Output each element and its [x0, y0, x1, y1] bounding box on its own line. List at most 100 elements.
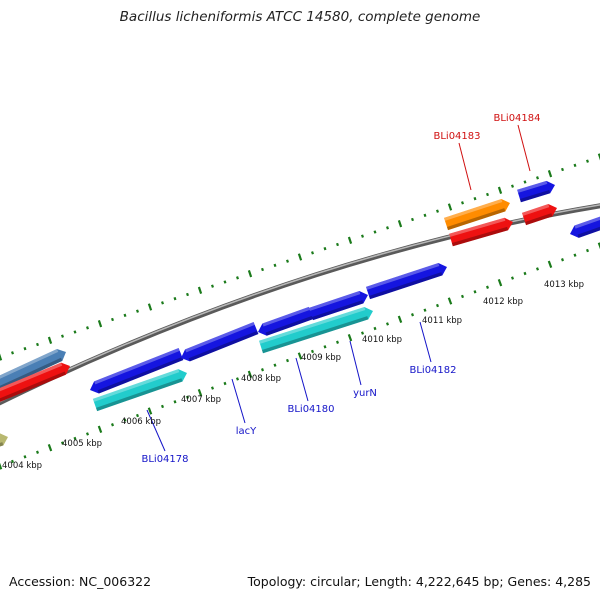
outer-tick — [147, 303, 153, 311]
inner-tick — [423, 308, 427, 312]
inner-tick — [460, 294, 465, 299]
tick-label: 4012 kbp — [483, 297, 523, 307]
outer-tick — [361, 234, 364, 238]
inner-tick — [360, 331, 365, 335]
outer-tick — [197, 286, 203, 295]
outer-tick — [0, 353, 3, 361]
outer-tick — [347, 236, 353, 245]
inner-tick — [597, 242, 600, 250]
gene-leader-line — [146, 409, 166, 452]
inner-tick — [197, 389, 203, 397]
inner-tick — [235, 377, 240, 381]
inner-tick — [485, 285, 490, 289]
gene-leader-line — [458, 142, 472, 191]
gene-label: BLi04182 — [409, 365, 456, 376]
inner-tick — [397, 315, 403, 323]
outer-tick — [123, 313, 127, 318]
outer-tick — [223, 280, 227, 284]
outer-tick — [23, 346, 27, 351]
inner-tick — [310, 349, 315, 354]
gene-feature — [365, 263, 447, 300]
outer-tick — [497, 186, 503, 195]
gene-feature — [443, 199, 511, 231]
inner-tick — [510, 276, 515, 280]
inner-tick-ring — [0, 242, 600, 470]
inner-tick — [573, 253, 577, 257]
inner-tick — [60, 441, 65, 445]
outer-tick — [236, 276, 239, 280]
inner-tick — [123, 418, 127, 422]
genome-backbone — [0, 203, 600, 406]
inner-tick — [97, 425, 103, 433]
outer-tick — [73, 330, 77, 334]
outer-tick — [336, 242, 339, 247]
feature-layer — [0, 180, 600, 450]
inner-tick — [560, 258, 565, 262]
outer-tick — [511, 184, 514, 188]
outer-tick — [47, 336, 53, 345]
inner-tick — [373, 326, 377, 331]
gene-feature — [570, 213, 600, 238]
outer-tick — [86, 326, 89, 330]
outer-tick — [297, 253, 303, 261]
outer-tick — [561, 167, 564, 172]
inner-tick — [173, 400, 177, 404]
tick-label-layer: 4004 kbp 4005 kbp 4006 kbp 4007 kbp 4008 kbp… — [2, 280, 584, 471]
outer-tick — [573, 163, 577, 168]
outer-tick — [523, 180, 527, 184]
accession-text: Accession: NC_006322 — [9, 574, 152, 589]
outer-tick — [186, 292, 189, 297]
outer-tick — [286, 259, 289, 263]
gene-leader-line — [349, 340, 362, 386]
inner-tick — [335, 340, 340, 344]
inner-tick — [210, 386, 215, 390]
outer-tick — [211, 284, 214, 288]
inner-tick — [35, 450, 40, 454]
map-title: Bacillus licheniformis ATCC 14580, compl… — [119, 9, 481, 25]
outer-tick — [11, 351, 14, 355]
gene-feature — [90, 347, 184, 394]
inner-tick — [223, 381, 227, 386]
outer-tick-ring — [0, 153, 600, 361]
gene-leader-line — [517, 124, 531, 172]
inner-tick — [323, 345, 327, 349]
genome-backbone-highlight — [0, 204, 600, 403]
outer-tick — [547, 169, 553, 178]
inner-tick — [160, 404, 165, 409]
gene-label: BLi04178 — [141, 454, 188, 465]
outer-tick — [111, 317, 114, 322]
gene-leader-line — [295, 357, 309, 402]
inner-tick — [23, 455, 27, 459]
outer-tick — [323, 246, 327, 251]
outer-tick — [423, 213, 427, 218]
inner-tick — [110, 423, 115, 427]
inner-tick — [147, 407, 153, 415]
inner-tick — [447, 297, 453, 305]
gene-label: BLi04183 — [433, 131, 480, 142]
genome-stats-text: Topology: circular; Length: 4,222,645 bp… — [247, 574, 591, 589]
inner-tick — [47, 444, 53, 452]
outer-tick — [597, 153, 600, 161]
outer-tick — [436, 209, 439, 213]
tick-label: 4006 kbp — [121, 417, 161, 427]
outer-tick — [261, 267, 264, 272]
outer-tick — [247, 269, 253, 278]
label-leader-lines — [146, 124, 531, 452]
outer-tick — [586, 159, 589, 163]
outer-tick — [311, 251, 314, 255]
inner-tick — [347, 334, 353, 342]
inner-tick — [273, 363, 277, 367]
gene-label: BLi04180 — [287, 404, 334, 415]
tick-label: 4013 kbp — [544, 280, 584, 290]
tick-label: 4008 kbp — [241, 374, 281, 384]
outer-tick — [411, 217, 414, 222]
tick-label: 4009 kbp — [301, 353, 341, 363]
gene-label-layer: BLi04178 lacY BLi04180 yurN BLi04182 BLi04183… — [141, 113, 540, 465]
gene-feature — [181, 321, 259, 362]
inner-tick — [410, 313, 415, 317]
gene-feature — [258, 306, 314, 336]
inner-tick — [135, 413, 140, 418]
inner-tick — [185, 395, 190, 399]
inner-tick — [260, 368, 265, 372]
gene-feature — [259, 306, 374, 354]
